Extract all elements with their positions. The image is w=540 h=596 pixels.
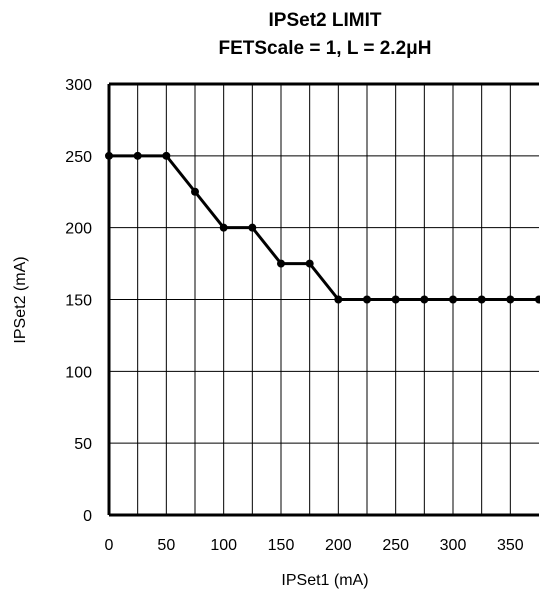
x-tick-labels: 0 50 100 150 200 250 300 350 — [105, 537, 524, 554]
data-point — [477, 295, 486, 304]
x-tick-label: 350 — [497, 537, 524, 554]
data-point — [506, 295, 515, 304]
x-tick-label: 250 — [382, 537, 409, 554]
data-point — [191, 187, 199, 196]
y-tick-label: 300 — [65, 77, 92, 94]
x-tick-label: 200 — [325, 537, 352, 554]
x-tick-label: 300 — [440, 537, 467, 554]
y-tick-label: 150 — [65, 293, 92, 310]
data-point — [277, 259, 285, 268]
data-point — [133, 151, 142, 160]
y-tick-labels: 0 50 100 150 200 250 300 — [65, 77, 92, 525]
chart-subtitle: FETScale = 1, L = 2.2μH — [219, 38, 432, 59]
x-tick-label: 100 — [210, 537, 237, 554]
data-point — [248, 223, 257, 232]
x-axis-label: IPSet1 (mA) — [281, 572, 368, 589]
data-point — [334, 295, 343, 304]
y-tick-label: 100 — [65, 364, 92, 381]
data-point — [363, 295, 371, 304]
y-axis-label: IPSet2 (mA) — [12, 256, 29, 343]
data-point — [105, 151, 113, 160]
data-point — [420, 295, 429, 304]
x-tick-label: 0 — [105, 537, 114, 554]
data-point — [305, 259, 314, 268]
y-tick-label: 50 — [74, 436, 92, 453]
y-tick-label: 250 — [65, 149, 92, 166]
data-point — [449, 295, 457, 304]
data-point — [219, 223, 228, 232]
series-group — [105, 151, 540, 304]
x-tick-label: 50 — [157, 537, 175, 554]
x-tick-label: 150 — [268, 537, 295, 554]
chart-title: IPSet2 LIMIT — [269, 10, 382, 31]
data-point — [535, 295, 540, 304]
y-tick-label: 0 — [83, 508, 92, 525]
data-point — [391, 295, 400, 304]
data-point — [162, 151, 171, 160]
series-line — [109, 154, 539, 301]
y-tick-label: 200 — [65, 221, 92, 238]
